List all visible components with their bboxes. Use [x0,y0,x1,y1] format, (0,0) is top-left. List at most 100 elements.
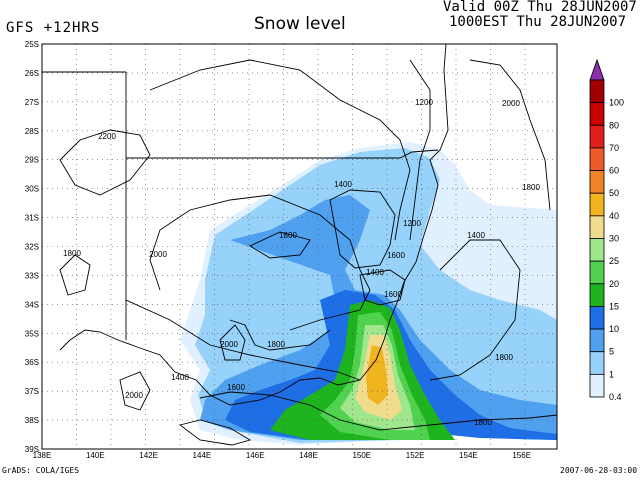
svg-text:2000: 2000 [502,99,520,108]
colorbar-swatch [589,283,605,307]
contour-label: 1800 [522,183,540,192]
colorbar-label: 5 [609,347,614,357]
colorbar-label: 100 [609,98,624,108]
svg-text:1800: 1800 [522,183,540,192]
timestamp-text: 2007-06-28-03:00 [560,466,638,475]
tasmania-coast [178,419,252,446]
svg-text:1200: 1200 [403,219,421,228]
latitude-labels: 25S 26S 27S 28S 29S 30S 31S 32S 33S 34S 35S 36S 37S 3… [25,40,39,454]
valid-time: Valid 00Z Thu 28JUN2007 [443,0,637,15]
colorbar-label: 40 [609,211,619,221]
contour-label: 1600 [387,251,405,260]
colorbar-swatch [589,192,605,217]
colorbar-label: 80 [609,120,619,130]
lat-tick-label: 39S [25,445,39,454]
east-coast [59,43,449,406]
svg-text:1200: 1200 [415,98,433,107]
colorbar-swatch [589,124,605,149]
colorbar-label: 30 [609,234,619,244]
contour-label: 2200 [98,132,116,141]
contour-label: 1600 [227,383,245,392]
lon-tick-label: 148E [299,451,318,460]
lat-tick-label: 27S [25,98,39,107]
lat-tick-label: 35S [25,329,39,338]
contour-label: 1200 [415,98,433,107]
colorbar-swatch [589,170,605,194]
lon-tick-label: 144E [193,451,212,460]
contour-label: 1400 [467,231,485,240]
lon-tick-label: 156E [512,451,531,460]
svg-text:1800: 1800 [63,249,81,258]
contour-label: 2000 [125,391,143,400]
colorbar-swatch [589,351,605,375]
state-border-vic-nsw [125,299,361,381]
colorbar-swatch [589,238,605,262]
plot-frame [41,43,558,450]
svg-text:1400: 1400 [334,180,352,189]
lat-tick-label: 34S [25,300,39,309]
colorbar-label: 15 [609,301,619,311]
svg-text:1800: 1800 [267,340,285,349]
colorbar-swatch [589,373,605,398]
coastlines [42,43,449,446]
lat-tick-label: 28S [25,127,39,136]
lon-tick-label: 146E [246,451,265,460]
colorbar-label: 50 [609,188,619,198]
lat-tick-label: 30S [25,185,39,194]
contour-label: 2000 [220,340,238,349]
colorbar-label: 1 [609,369,614,379]
lon-tick-label: 140E [86,451,105,460]
svg-text:1800: 1800 [474,418,492,427]
longitude-labels: 138E 140E 142E 144E 146E 148E 150E 152E 154E 156E [33,451,531,460]
contour-label: 2000 [149,250,167,259]
contour-label: 1800 [267,340,285,349]
contour-label: 1800 [63,249,81,258]
svg-text:2000: 2000 [220,340,238,349]
contour-label: 1800 [279,231,297,240]
colorbar-label: 20 [609,279,619,289]
colorbar-swatch [589,328,605,353]
colorbar-swatch [589,102,605,126]
lon-tick-label: 154E [459,451,478,460]
state-border-qld-nsw [126,149,439,159]
lon-tick-label: 150E [352,451,371,460]
svg-text:2000: 2000 [125,391,143,400]
colorbar-arrow [589,58,605,81]
lon-tick-label: 152E [406,451,425,460]
svg-text:2000: 2000 [149,250,167,259]
lon-tick-label: 142E [139,451,158,460]
colorbar-label: 60 [609,166,619,176]
contour-label: 1400 [334,180,352,189]
lat-tick-label: 37S [25,387,39,396]
colorbar-swatch [589,215,605,239]
model-run-label: GFS +12HRS [6,20,101,36]
svg-text:1600: 1600 [387,251,405,260]
colorbar-swatch [589,260,605,285]
svg-text:1600: 1600 [227,383,245,392]
contour-label: 1600 [384,290,402,299]
lat-tick-label: 26S [25,69,39,78]
colorbar-label: 25 [609,256,619,266]
svg-text:1600: 1600 [384,290,402,299]
lat-tick-label: 36S [25,358,39,367]
lat-tick-label: 29S [25,156,39,165]
svg-text:1800: 1800 [495,353,513,362]
local-time: 1000EST Thu 28JUN2007 [449,14,627,30]
colorbar-swatch [589,79,605,104]
colorbar-label: 0.4 [609,392,622,402]
colorbar-swatch [589,306,605,330]
lat-tick-label: 38S [25,416,39,425]
svg-text:1400: 1400 [171,373,189,382]
lon-tick-label: 138E [33,451,52,460]
colorbar-label: 10 [609,324,619,334]
lat-tick-label: 25S [25,40,39,49]
map-title: Snow level [254,14,346,34]
svg-text:1400: 1400 [467,231,485,240]
colorbar-swatch [589,147,605,171]
snow-level-contours [59,59,558,431]
credit-text: GrADS: COLA/IGES [2,466,80,475]
colorbar: 100 80 70 60 50 40 30 25 20 15 10 5 1 0.4 [589,58,624,402]
contour-label: 1800 [474,418,492,427]
svg-text:1400: 1400 [366,268,384,277]
